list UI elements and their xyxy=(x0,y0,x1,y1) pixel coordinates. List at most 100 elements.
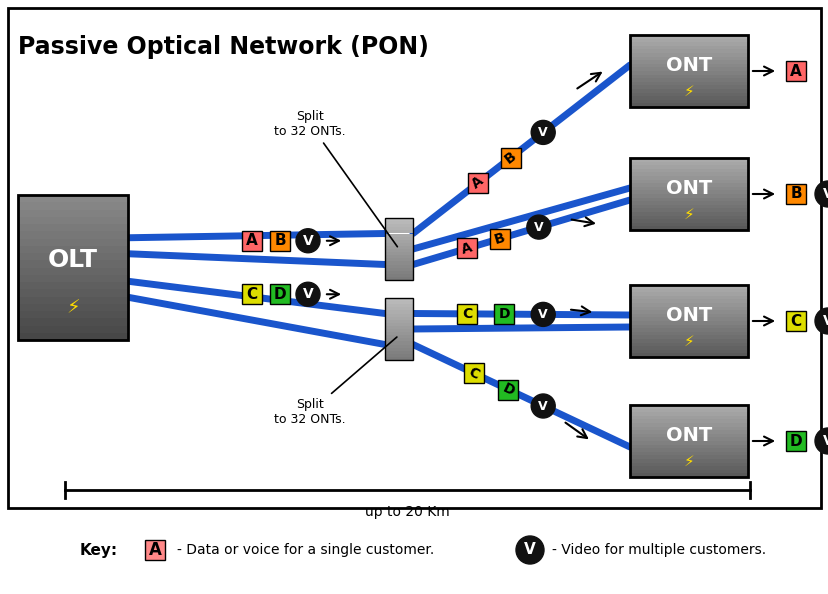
Bar xyxy=(629,194,747,198)
Text: V: V xyxy=(302,234,313,248)
Bar xyxy=(18,217,128,224)
Bar xyxy=(629,179,747,183)
Bar xyxy=(18,282,128,289)
Bar xyxy=(18,333,128,340)
Bar xyxy=(629,216,747,219)
Text: Split
to 32 ONTs.: Split to 32 ONTs. xyxy=(274,110,397,247)
Bar xyxy=(18,195,128,340)
Bar xyxy=(384,314,412,317)
Bar xyxy=(384,301,412,304)
Bar xyxy=(629,53,747,56)
Bar xyxy=(629,336,747,339)
FancyBboxPatch shape xyxy=(500,148,520,168)
Bar xyxy=(384,233,412,236)
Text: A: A xyxy=(246,233,258,248)
Text: ONT: ONT xyxy=(665,56,711,75)
Bar xyxy=(629,473,747,477)
Text: A: A xyxy=(469,174,486,192)
Bar xyxy=(629,310,747,314)
Text: D: D xyxy=(499,381,516,399)
Bar xyxy=(629,303,747,307)
Bar xyxy=(629,219,747,223)
Bar xyxy=(18,260,128,267)
Bar xyxy=(629,71,747,75)
Bar xyxy=(629,187,747,191)
FancyBboxPatch shape xyxy=(270,285,290,304)
Bar xyxy=(629,328,747,332)
Circle shape xyxy=(527,215,550,239)
Text: D: D xyxy=(498,307,509,321)
Bar xyxy=(629,324,747,328)
Bar xyxy=(384,261,412,264)
Bar xyxy=(18,289,128,296)
Text: D: D xyxy=(273,287,286,302)
Bar xyxy=(629,332,747,336)
Circle shape xyxy=(814,428,828,454)
Bar xyxy=(629,423,747,426)
Bar xyxy=(629,285,747,357)
Bar xyxy=(18,239,128,246)
Bar xyxy=(629,208,747,212)
Bar xyxy=(384,304,412,307)
Bar xyxy=(384,274,412,277)
Text: A: A xyxy=(148,541,161,559)
Bar xyxy=(629,100,747,103)
FancyBboxPatch shape xyxy=(493,304,513,324)
Text: V: V xyxy=(821,434,828,448)
Circle shape xyxy=(531,302,555,326)
Circle shape xyxy=(531,121,555,144)
Bar xyxy=(629,162,747,165)
Bar xyxy=(18,195,128,202)
Bar xyxy=(629,416,747,419)
Bar xyxy=(629,317,747,321)
Bar xyxy=(384,326,412,329)
FancyBboxPatch shape xyxy=(145,540,165,560)
Text: B: B xyxy=(492,230,506,247)
Bar xyxy=(629,39,747,42)
Bar xyxy=(384,298,412,360)
Bar xyxy=(384,240,412,243)
Circle shape xyxy=(531,394,555,418)
Bar xyxy=(384,228,412,230)
Bar xyxy=(384,224,412,228)
Bar xyxy=(629,67,747,71)
Bar xyxy=(384,255,412,258)
Bar xyxy=(629,169,747,172)
Bar xyxy=(384,317,412,320)
Bar xyxy=(629,158,747,230)
Bar xyxy=(384,258,412,261)
Bar xyxy=(629,198,747,201)
Bar xyxy=(18,224,128,231)
Text: - Data or voice for a single customer.: - Data or voice for a single customer. xyxy=(177,543,434,557)
Bar xyxy=(384,221,412,224)
Text: ⚡: ⚡ xyxy=(66,299,79,318)
Bar xyxy=(629,292,747,296)
Bar xyxy=(384,357,412,360)
Text: Key:: Key: xyxy=(80,542,118,558)
Bar xyxy=(629,459,747,463)
Bar xyxy=(629,82,747,86)
Bar xyxy=(384,320,412,323)
Bar xyxy=(629,103,747,107)
Bar xyxy=(629,426,747,430)
FancyBboxPatch shape xyxy=(8,8,820,508)
Bar xyxy=(629,60,747,64)
Bar xyxy=(629,42,747,46)
Text: Passive Optical Network (PON): Passive Optical Network (PON) xyxy=(18,35,428,59)
Text: V: V xyxy=(302,287,313,301)
Bar xyxy=(18,304,128,311)
Bar xyxy=(384,311,412,314)
Bar xyxy=(629,89,747,93)
Text: ONT: ONT xyxy=(665,179,711,198)
Bar xyxy=(18,246,128,253)
Bar xyxy=(18,202,128,210)
Bar xyxy=(629,405,747,409)
Bar xyxy=(18,318,128,326)
Bar xyxy=(629,412,747,416)
Bar xyxy=(629,64,747,67)
FancyBboxPatch shape xyxy=(457,304,477,324)
Bar xyxy=(629,212,747,216)
Bar xyxy=(629,96,747,100)
Bar xyxy=(18,231,128,239)
Bar xyxy=(629,346,747,350)
